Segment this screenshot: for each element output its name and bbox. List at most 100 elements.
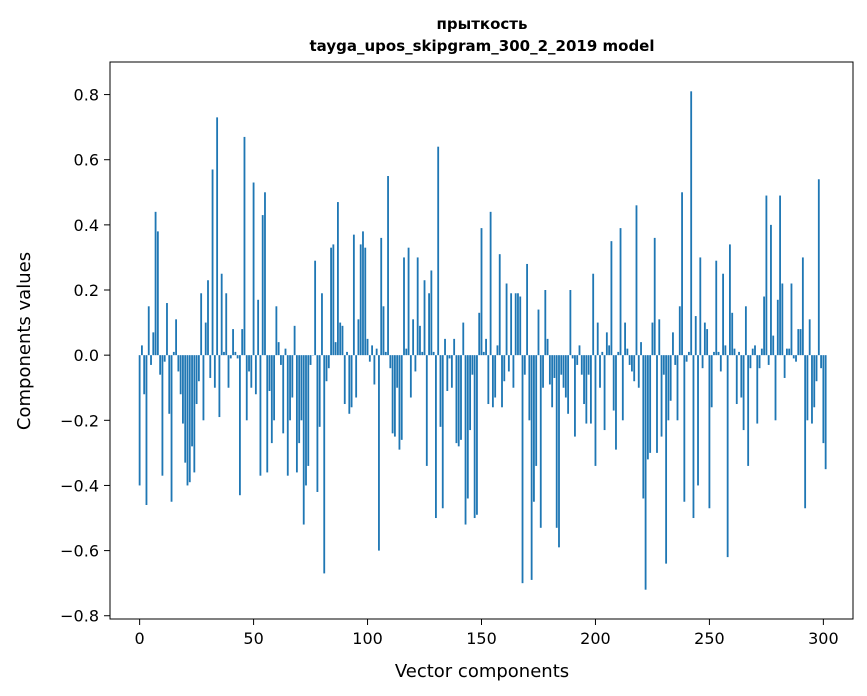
bar-99 — [364, 247, 367, 356]
bar-125 — [423, 280, 426, 356]
bar-237 — [678, 306, 681, 356]
bar-142 — [462, 322, 465, 356]
bar-108 — [384, 351, 387, 356]
bar-56 — [266, 355, 269, 473]
bar-96 — [357, 319, 360, 356]
bar-39 — [227, 355, 230, 388]
bar-296 — [813, 355, 816, 408]
bar-59 — [273, 355, 276, 421]
bar-256 — [722, 273, 724, 356]
bar-248 — [703, 322, 706, 356]
bar-44 — [239, 355, 241, 496]
bar-77 — [314, 260, 317, 356]
x-axis: 0 50 100 150 200 250 300 — [135, 619, 839, 648]
bar-149 — [478, 312, 481, 356]
y-tick-label-0: −0.8 — [60, 607, 99, 626]
bar-242 — [690, 91, 693, 356]
bar-239 — [683, 355, 686, 502]
bar-232 — [667, 355, 670, 421]
bar-26 — [197, 355, 200, 382]
bar-184 — [558, 355, 560, 548]
bar-51 — [254, 355, 257, 395]
bar-187 — [564, 355, 567, 398]
y-tick-label-7: 0.6 — [74, 151, 99, 170]
bar-123 — [419, 325, 421, 356]
bar-97 — [359, 244, 362, 356]
bar-169 — [523, 355, 526, 375]
bar-132 — [439, 355, 442, 427]
bar-100 — [366, 338, 369, 356]
bar-234 — [672, 332, 674, 356]
bar-210 — [617, 351, 620, 356]
y-tick-label-2: −0.4 — [60, 476, 99, 495]
bar-152 — [485, 338, 487, 356]
bar-41 — [232, 329, 234, 356]
bar-209 — [615, 355, 617, 450]
bar-198 — [589, 355, 592, 424]
bar-63 — [282, 355, 285, 434]
bar-254 — [717, 351, 720, 356]
bar-205 — [605, 332, 608, 356]
bar-9 — [159, 355, 162, 375]
x-tick-label-3: 150 — [466, 629, 497, 648]
bar-121 — [414, 355, 417, 372]
bar-15 — [172, 351, 175, 356]
bar-171 — [528, 355, 531, 421]
bar-251 — [710, 355, 713, 408]
bar-2 — [143, 355, 146, 395]
bar-264 — [740, 355, 743, 398]
bar-228 — [658, 319, 661, 356]
bar-156 — [494, 355, 497, 398]
bar-160 — [503, 355, 506, 382]
bar-225 — [651, 322, 654, 356]
bar-217 — [633, 355, 636, 382]
bar-292 — [804, 355, 807, 509]
bar-194 — [580, 355, 583, 375]
bar-163 — [510, 293, 513, 356]
bar-74 — [307, 355, 310, 466]
bar-157 — [496, 345, 499, 356]
bar-82 — [325, 355, 328, 382]
bar-155 — [491, 355, 494, 408]
bar-247 — [701, 355, 704, 369]
bar-199 — [592, 273, 595, 356]
bar-145 — [469, 355, 472, 431]
bar-147 — [473, 355, 476, 519]
bar-138 — [453, 338, 456, 356]
bar-0 — [138, 355, 141, 486]
bar-298 — [817, 179, 820, 356]
y-axis: −0.8 −0.6 −0.4 −0.2 0.0 0.2 0.4 0.6 0.8 — [60, 86, 110, 626]
bar-289 — [797, 329, 800, 356]
bar-181 — [551, 355, 554, 408]
bar-27 — [200, 293, 203, 356]
bar-202 — [599, 355, 601, 388]
bar-148 — [476, 355, 478, 515]
bar-161 — [505, 283, 508, 356]
bar-12 — [166, 303, 168, 356]
x-tick-label-6: 300 — [808, 629, 839, 648]
bar-259 — [729, 244, 731, 356]
bar-245 — [697, 355, 699, 486]
bar-95 — [355, 355, 358, 398]
bar-224 — [649, 355, 652, 453]
bar-65 — [286, 355, 289, 476]
bar-241 — [687, 351, 690, 356]
bar-226 — [653, 237, 656, 356]
bar-136 — [448, 355, 451, 359]
bar-129 — [432, 351, 435, 356]
bar-284 — [785, 348, 788, 356]
bar-174 — [535, 355, 538, 466]
bar-128 — [430, 270, 433, 356]
bar-262 — [735, 355, 738, 405]
bar-24 — [193, 355, 196, 473]
bar-282 — [781, 283, 784, 356]
bar-86 — [334, 342, 337, 356]
bar-188 — [567, 355, 570, 414]
bar-212 — [621, 355, 624, 421]
bar-57 — [268, 355, 271, 391]
bar-281 — [779, 195, 781, 356]
bar-249 — [706, 329, 709, 356]
bar-271 — [756, 355, 759, 424]
bar-43 — [236, 355, 239, 359]
bar-280 — [776, 299, 779, 356]
